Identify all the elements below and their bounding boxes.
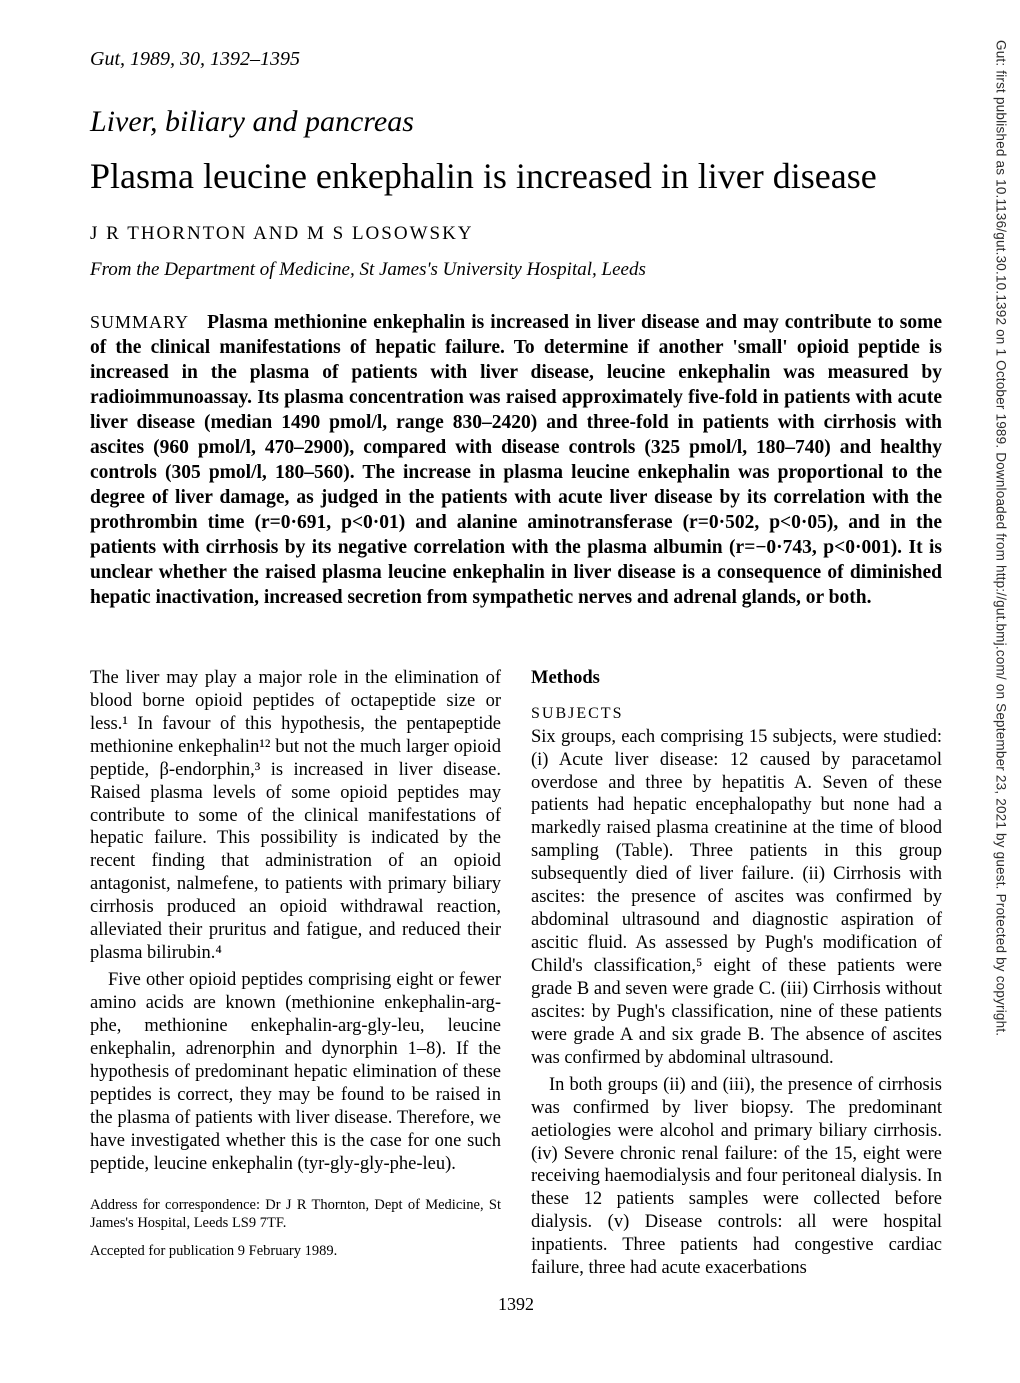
- subjects-subheading: SUBJECTS: [531, 704, 942, 724]
- page-number: 1392: [90, 1294, 942, 1315]
- footnotes: Address for correspondence: Dr J R Thorn…: [90, 1196, 501, 1260]
- article-title: Plasma leucine enkephalin is increased i…: [90, 155, 942, 197]
- methods-heading: Methods: [531, 667, 942, 690]
- affiliation: From the Department of Medicine, St Jame…: [90, 259, 942, 281]
- summary-label: SUMMARY: [90, 312, 189, 332]
- summary-text: Plasma methionine enkephalin is increase…: [90, 312, 942, 607]
- methods-para-2: In both groups (ii) and (iii), the prese…: [531, 1074, 942, 1280]
- page-container: Gut, 1989, 30, 1392–1395 Liver, biliary …: [0, 0, 1020, 1355]
- journal-citation: Gut, 1989, 30, 1392–1395: [90, 48, 942, 71]
- intro-para-2: Five other opioid peptides comprising ei…: [90, 969, 501, 1175]
- left-column: The liver may play a major role in the e…: [90, 667, 501, 1284]
- intro-para-1: The liver may play a major role in the e…: [90, 667, 501, 965]
- section-heading: Liver, biliary and pancreas: [90, 105, 942, 139]
- accepted-date: Accepted for publication 9 February 1989…: [90, 1242, 501, 1260]
- methods-para-1: Six groups, each comprising 15 subjects,…: [531, 726, 942, 1070]
- body-columns: The liver may play a major role in the e…: [90, 667, 942, 1284]
- right-column: Methods SUBJECTS Six groups, each compri…: [531, 667, 942, 1284]
- correspondence-address: Address for correspondence: Dr J R Thorn…: [90, 1196, 501, 1232]
- abstract: SUMMARY Plasma methionine enkephalin is …: [90, 311, 942, 610]
- authors: J R THORNTON AND M S LOSOWSKY: [90, 223, 942, 245]
